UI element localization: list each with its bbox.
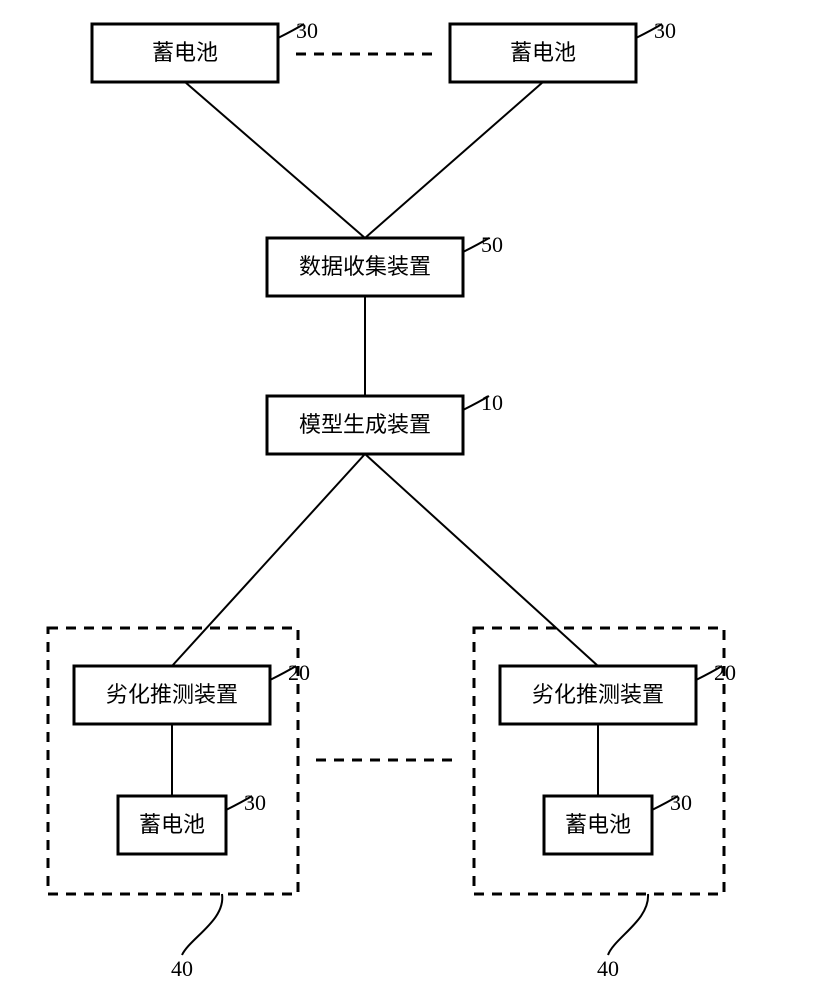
group-ref-group-left: 40 (171, 956, 193, 981)
group-ref-group-right: 40 (597, 956, 619, 981)
ref-deg-left: 20 (288, 660, 310, 685)
ref-battery-bot-left: 30 (244, 790, 266, 815)
ref-deg-right: 20 (714, 660, 736, 685)
group-refcurve-1 (608, 894, 648, 955)
group-refcurve-0 (182, 894, 222, 955)
label-deg-left: 劣化推测装置 (106, 682, 238, 707)
ref-model-gen: 10 (481, 390, 503, 415)
edge-model-gen-deg-right (365, 454, 598, 666)
label-deg-right: 劣化推测装置 (532, 682, 664, 707)
ref-battery-top-right: 30 (654, 18, 676, 43)
ref-battery-bot-right: 30 (670, 790, 692, 815)
label-battery-bot-right: 蓄电池 (565, 812, 631, 837)
edge-battery-top-left-collector (185, 82, 365, 238)
label-collector: 数据收集装置 (299, 254, 431, 279)
edge-model-gen-deg-left (172, 454, 365, 666)
label-battery-top-left: 蓄电池 (152, 40, 218, 65)
label-battery-top-right: 蓄电池 (510, 40, 576, 65)
edge-battery-top-right-collector (365, 82, 543, 238)
label-model-gen: 模型生成装置 (299, 412, 431, 437)
ref-collector: 50 (481, 232, 503, 257)
label-battery-bot-left: 蓄电池 (139, 812, 205, 837)
ref-battery-top-left: 30 (296, 18, 318, 43)
diagram-canvas: 蓄电池 30 蓄电池 30 数据收集装置 50 模型生成装置 10 劣化推测装置 20 蓄电池 30 劣… (0, 0, 814, 1000)
